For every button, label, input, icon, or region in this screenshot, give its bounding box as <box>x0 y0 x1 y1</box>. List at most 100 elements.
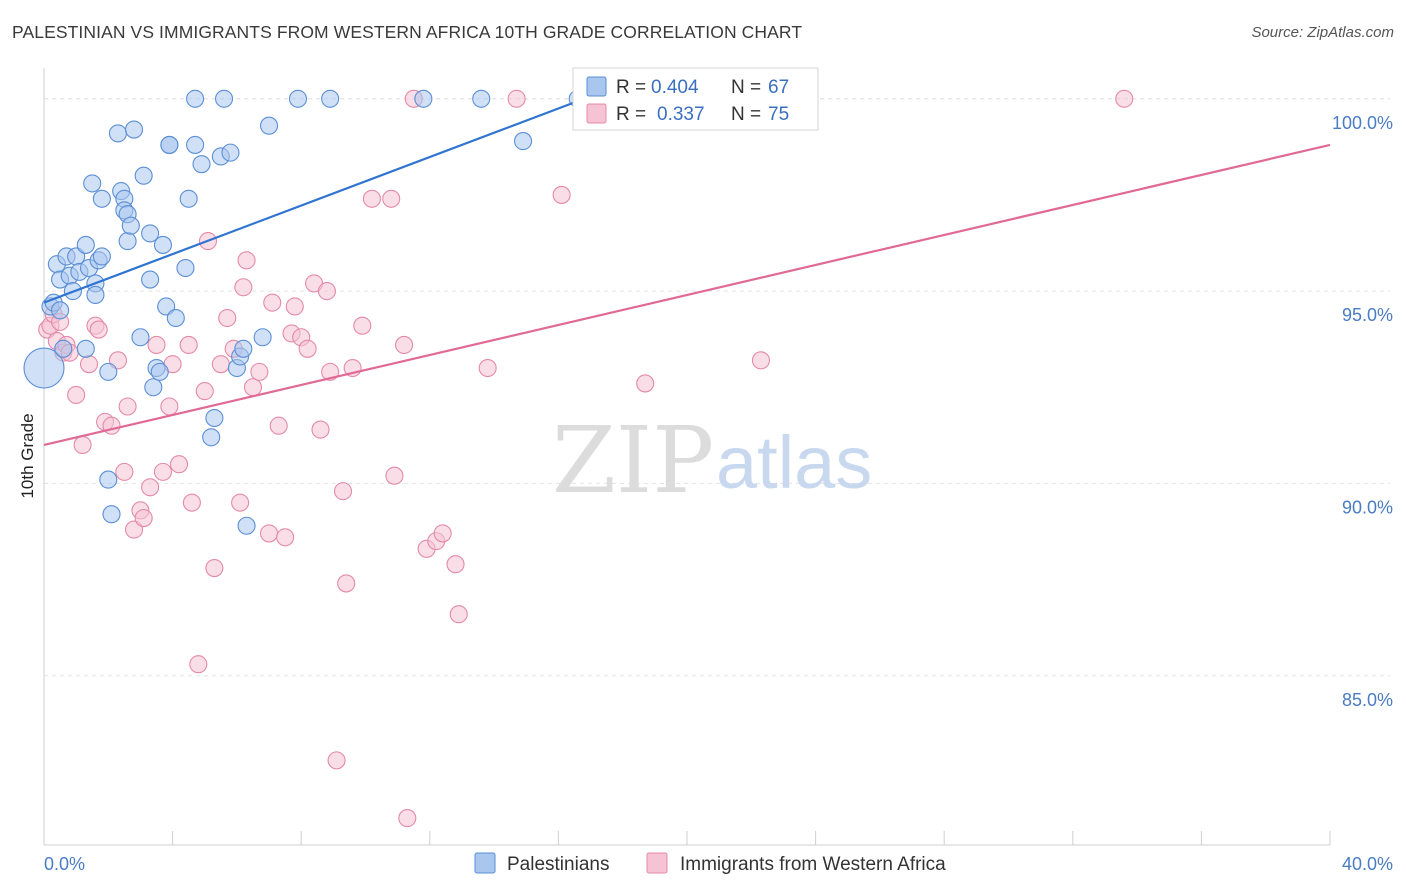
data-point-western-africa <box>478 358 497 378</box>
legend-r-value-blue: 0.404 <box>651 77 699 98</box>
data-point-palestinians <box>192 155 211 174</box>
data-point-palestinians <box>134 166 153 185</box>
data-point-western-africa <box>182 493 201 512</box>
data-point-western-africa <box>269 416 288 435</box>
data-point-palestinians <box>202 428 221 447</box>
data-point-western-africa <box>263 293 282 312</box>
data-point-palestinians <box>157 297 176 316</box>
data-point-palestinians <box>92 247 111 266</box>
data-point-western-africa <box>751 351 770 370</box>
data-point-western-africa <box>382 189 401 208</box>
data-point-palestinians <box>124 120 144 139</box>
series-legend-swatch-blue <box>474 852 496 874</box>
data-point-western-africa <box>298 339 317 358</box>
data-point-palestinians <box>205 408 224 428</box>
data-point-palestinians <box>186 89 205 108</box>
legend-swatch-blue <box>586 76 607 97</box>
data-point-western-africa <box>211 355 230 374</box>
y-axis-label: 10th Grade <box>18 413 37 498</box>
data-point-western-africa <box>333 482 353 501</box>
data-point-western-africa <box>79 355 99 374</box>
y-tick-label: 90.0% <box>1342 497 1393 517</box>
data-point-palestinians <box>237 516 256 535</box>
data-point-western-africa <box>147 335 166 355</box>
series-western-africa-points <box>38 89 1134 828</box>
data-point-palestinians <box>99 362 118 381</box>
series-palestinians-points <box>23 89 600 535</box>
data-point-palestinians <box>472 89 491 108</box>
data-point-western-africa <box>67 385 86 405</box>
data-point-western-africa <box>124 520 144 539</box>
data-point-western-africa <box>205 558 224 578</box>
data-point-palestinians <box>160 135 179 154</box>
legend-swatch-pink <box>586 103 607 124</box>
data-point-western-africa <box>189 655 208 674</box>
data-point-western-africa <box>327 751 346 770</box>
data-point-western-africa <box>353 316 372 335</box>
legend-r-label: R = <box>616 77 646 98</box>
data-point-western-africa <box>1115 89 1134 108</box>
y-tick-label: 85.0% <box>1342 690 1393 710</box>
data-point-palestinians <box>51 301 70 320</box>
data-point-western-africa <box>153 462 173 481</box>
axes <box>43 68 1331 846</box>
y-tick-labels: 85.0% 90.0% 95.0% 100.0% <box>1332 113 1393 710</box>
data-point-western-africa <box>276 528 295 547</box>
data-point-palestinians <box>108 124 127 143</box>
data-point-palestinians <box>76 235 95 254</box>
data-point-palestinians <box>221 143 240 162</box>
data-point-palestinians <box>166 308 185 328</box>
data-point-palestinians <box>131 328 150 347</box>
x-tick-label-max: 40.0% <box>1342 854 1393 874</box>
data-point-palestinians <box>23 347 65 389</box>
data-point-palestinians <box>288 89 308 108</box>
data-point-palestinians <box>513 132 533 151</box>
data-point-western-africa <box>395 335 414 355</box>
data-point-palestinians <box>259 116 279 135</box>
data-point-western-africa <box>115 462 134 481</box>
data-point-palestinians <box>118 232 137 251</box>
data-point-palestinians <box>253 328 272 347</box>
data-point-western-africa <box>285 297 304 316</box>
legend-n-label: N = <box>731 104 761 125</box>
data-point-palestinians <box>86 285 105 304</box>
data-point-palestinians <box>234 339 253 358</box>
data-point-palestinians <box>99 470 118 489</box>
y-tick-label: 100.0% <box>1332 113 1393 133</box>
legend-r-label: R = <box>616 104 646 125</box>
data-point-palestinians <box>121 216 140 235</box>
data-point-western-africa <box>73 435 92 455</box>
data-point-palestinians <box>144 378 163 397</box>
data-point-western-africa <box>449 605 468 624</box>
data-point-palestinians <box>102 505 121 524</box>
data-point-western-africa <box>250 362 269 381</box>
data-point-palestinians <box>54 339 73 358</box>
x-tick-labels: 0.0% 40.0% <box>44 854 1393 874</box>
correlation-legend: R = 0.404 N = 67 R = 0.337 N = 75 <box>572 67 819 131</box>
data-point-western-africa <box>108 351 127 370</box>
legend-r-value-pink: 0.337 <box>657 104 705 125</box>
data-point-palestinians <box>76 339 95 358</box>
chart-title: PALESTINIAN VS IMMIGRANTS FROM WESTERN A… <box>12 22 803 42</box>
data-point-palestinians <box>83 174 102 193</box>
x-tick-label-min: 0.0% <box>44 854 85 874</box>
legend-n-label: N = <box>731 77 761 98</box>
data-point-palestinians <box>176 258 195 278</box>
series-legend-label-western-africa: Immigrants from Western Africa <box>680 854 946 875</box>
data-point-western-africa <box>179 335 198 355</box>
watermark-atlas: atlas <box>716 421 872 504</box>
data-point-western-africa <box>337 574 356 593</box>
data-point-western-africa <box>259 524 279 543</box>
trend-line-palestinians <box>43 97 585 304</box>
data-point-western-africa <box>195 382 214 401</box>
data-point-western-africa <box>311 420 330 439</box>
data-point-palestinians <box>321 89 340 108</box>
data-point-western-africa <box>433 524 452 543</box>
data-point-western-africa <box>237 251 256 270</box>
data-point-western-africa <box>231 493 250 512</box>
data-point-western-africa <box>243 378 263 397</box>
data-point-western-africa <box>160 397 179 416</box>
data-point-western-africa <box>398 809 417 828</box>
data-point-western-africa <box>89 320 108 339</box>
data-point-western-africa <box>218 308 237 328</box>
